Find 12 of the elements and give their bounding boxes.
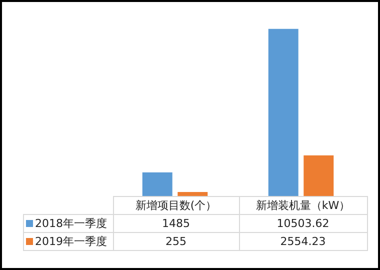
x-tick-label: 新增装机量（kW）: [239, 196, 367, 214]
bar: [304, 155, 334, 196]
x-tick-label: 新增项目数(个）: [113, 196, 239, 214]
data-label: 2554.23: [239, 232, 367, 250]
data-label: 10503.62: [239, 214, 367, 232]
bar: [178, 192, 208, 196]
legend-label: 2018年一季度: [24, 214, 113, 232]
bar: [142, 172, 172, 196]
bar: [268, 28, 298, 196]
data-label: 255: [113, 232, 239, 250]
data-label: 1485: [113, 214, 239, 232]
legend-label: 2019年一季度: [24, 232, 113, 250]
